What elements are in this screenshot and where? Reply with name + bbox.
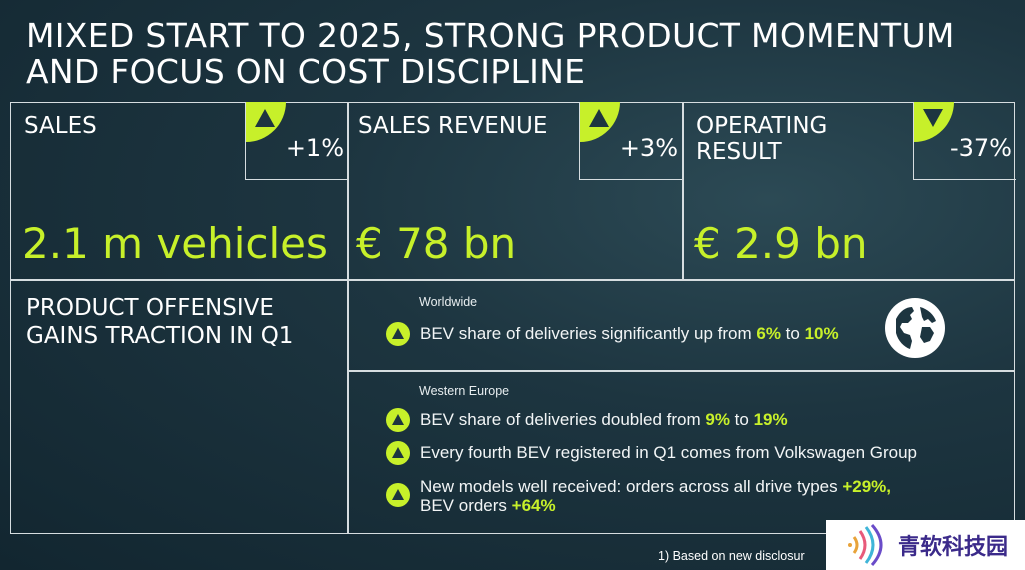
triangle-bullet-icon (386, 441, 410, 465)
bullet-text: BEV share of deliveries doubled from 9% … (420, 410, 788, 429)
triangle-bullet-icon (386, 322, 410, 346)
bullet-we-new-models: New models well received: orders across … (386, 477, 891, 515)
bullet-text: BEV share of deliveries significantly up… (420, 324, 839, 343)
kpi-revenue-delta: +3% (619, 134, 678, 162)
kpi-revenue-value: € 78 bn (356, 219, 517, 268)
kpi-sales-value: 2.1 m vehicles (22, 219, 328, 268)
kpi-sales-delta-box: +1% (245, 102, 348, 180)
globe-icon (885, 298, 945, 358)
region-divider (347, 370, 1014, 372)
triangle-up-icon (255, 109, 275, 127)
triangle-up-icon (589, 109, 609, 127)
kpi-divider-2 (682, 102, 684, 279)
signal-waves-icon (848, 523, 883, 567)
kpi-sales-label: SALES (24, 113, 97, 139)
triangle-bullet-icon (386, 483, 410, 507)
watermark-logo: 青软科技园 (826, 520, 1025, 570)
kpi-revenue-label: SALES REVENUE (358, 113, 548, 139)
watermark-text: 青软科技园 (898, 535, 1009, 560)
kpi-bottom-divider (10, 279, 1015, 281)
kpi-divider-1 (347, 102, 349, 534)
triangle-down-icon (923, 109, 943, 127)
region-western-europe: Western Europe (419, 384, 510, 398)
bullet-text: New models well received: orders across … (420, 477, 892, 515)
content-frame (10, 102, 1015, 534)
kpi-revenue-delta-box: +3% (579, 102, 682, 180)
kpi-operating-delta-box: -37% (913, 102, 1016, 180)
kpi-operating-value: € 2.9 bn (694, 219, 868, 268)
bullet-we-fourth-bev: Every fourth BEV registered in Q1 comes … (386, 441, 918, 465)
kpi-operating-label: OPERATING RESULT (696, 113, 828, 165)
bullet-worldwide-bev: BEV share of deliveries significantly up… (386, 322, 839, 346)
page-title: MIXED START TO 2025, STRONG PRODUCT MOME… (26, 16, 955, 91)
bullet-text: Every fourth BEV registered in Q1 comes … (420, 443, 918, 462)
footnote: 1) Based on new disclosur (658, 549, 805, 563)
triangle-bullet-icon (386, 408, 410, 432)
kpi-sales-delta: +1% (285, 134, 344, 162)
region-worldwide: Worldwide (419, 295, 478, 309)
kpi-operating-delta: -37% (949, 134, 1012, 162)
bullet-we-bev-share: BEV share of deliveries doubled from 9% … (386, 408, 788, 432)
offensive-title: PRODUCT OFFENSIVE GAINS TRACTION IN Q1 (26, 295, 294, 349)
